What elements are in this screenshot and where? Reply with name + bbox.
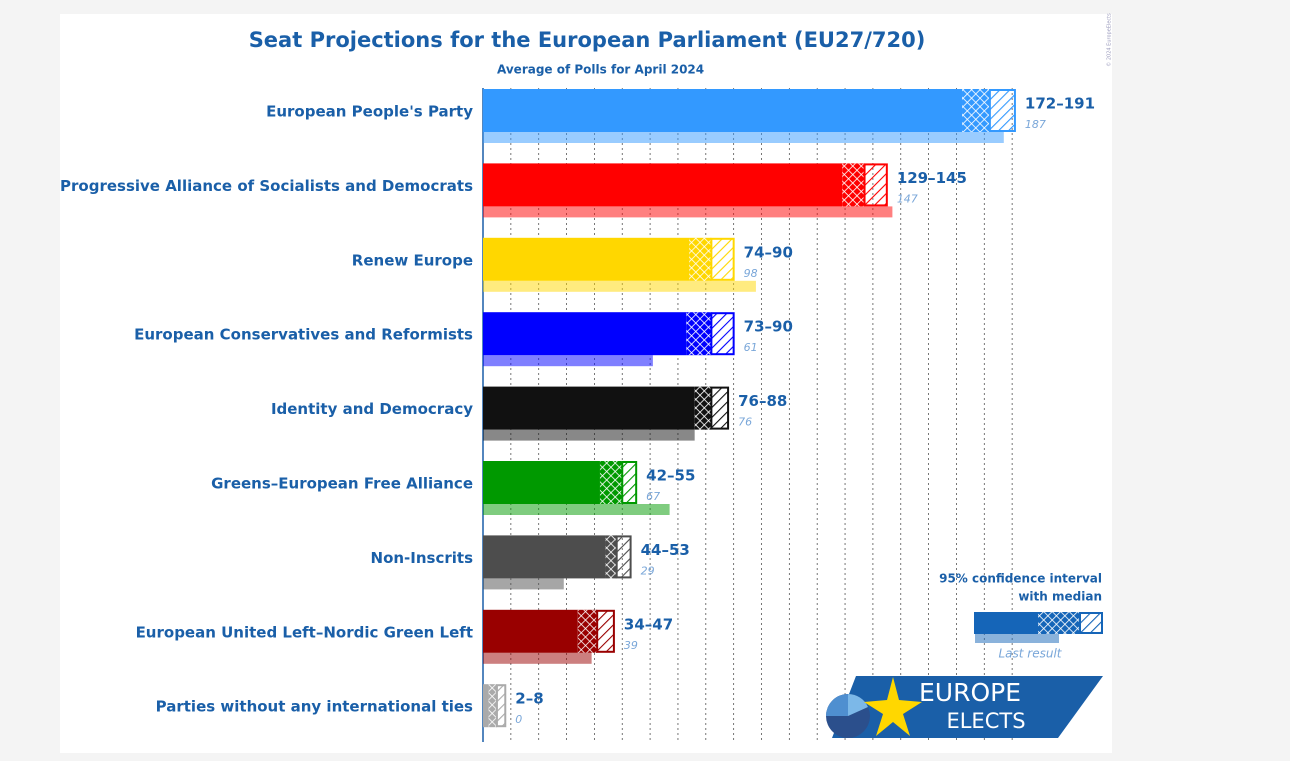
interval-median-hatch (488, 684, 497, 728)
interval-low-bar (483, 386, 695, 430)
legend-text: 95% confidence interval (939, 572, 1102, 586)
range-label: 74–90 (744, 243, 793, 261)
last-result-bar (483, 504, 670, 515)
category-label: Renew Europe (352, 251, 473, 269)
interval-high-part (596, 609, 615, 653)
chart-subtitle: Average of Polls for April 2024 (497, 63, 704, 77)
interval-median-hatch (577, 609, 598, 653)
category-label: Identity and Democracy (271, 400, 473, 418)
last-result-label: 61 (744, 341, 758, 354)
last-result-label: 39 (624, 639, 638, 652)
logo-star (864, 677, 922, 736)
interval-median-hatch (689, 237, 712, 281)
interval-high-part (988, 89, 1016, 132)
last-result-label: 147 (897, 192, 918, 205)
interval-median-hatch (599, 461, 623, 504)
logo-text: EUROPE (919, 678, 1021, 707)
interval-high-part (710, 312, 735, 356)
last-result-label: 29 (641, 564, 655, 577)
logo-text: ELECTS (946, 709, 1025, 733)
range-label: 76–88 (738, 392, 787, 410)
category-label: Progressive Alliance of Socialists and D… (60, 177, 473, 195)
last-result-bar (483, 132, 1004, 143)
interval-median-hatch (842, 163, 865, 207)
legend-last-swatch (975, 634, 1059, 643)
interval-median-hatch (605, 535, 617, 579)
interval-low-bar (483, 163, 843, 207)
legend-text: with median (1018, 590, 1102, 604)
legend: 95% confidence interval with median Last… (939, 572, 1103, 661)
interval-low-bar (483, 684, 489, 728)
interval-high-part (615, 535, 632, 579)
legend-swatch (1079, 612, 1103, 634)
range-label: 129–145 (897, 169, 967, 187)
last-result-label: 187 (1025, 118, 1046, 131)
interval-low-bar (483, 609, 578, 653)
last-result-label: 67 (646, 490, 660, 503)
category-label: European United Left–Nordic Green Left (136, 623, 473, 641)
interval-low-bar (483, 237, 690, 281)
range-label: 42–55 (646, 467, 695, 485)
logo-pie-slice (826, 694, 848, 716)
range-label: 2–8 (515, 690, 543, 708)
legend-swatch (1038, 612, 1080, 634)
last-result-label: 76 (738, 416, 752, 429)
last-result-bar (483, 429, 695, 441)
category-label: European People's Party (266, 103, 473, 121)
interval-median-hatch (686, 312, 712, 356)
interval-high-part (495, 684, 507, 728)
interval-high-part (863, 163, 888, 207)
interval-high-part (710, 386, 730, 430)
interval-high-part (710, 237, 735, 281)
interval-low-bar (483, 535, 606, 579)
last-result-bar (483, 355, 653, 367)
range-label: 34–47 (624, 615, 673, 633)
interval-low-bar (483, 89, 963, 132)
legend-swatch (974, 612, 1038, 634)
interval-median-hatch (694, 386, 712, 430)
range-label: 172–191 (1025, 95, 1095, 113)
interval-low-bar (483, 312, 687, 356)
chart-title: Seat Projections for the European Parlia… (249, 28, 926, 52)
last-result-bar (483, 578, 564, 590)
category-label: Greens–European Free Alliance (211, 475, 473, 493)
interval-high-part (621, 461, 638, 504)
category-label: Parties without any international ties (156, 698, 473, 716)
last-result-bar (483, 206, 893, 218)
copyright: © 2024 EuropeElects (1106, 13, 1113, 67)
logo-pie-slice (848, 694, 868, 716)
logo: EUROPE ELECTS (826, 676, 1103, 738)
range-label: 44–53 (641, 541, 690, 559)
last-result-label: 0 (515, 713, 522, 726)
category-label: Non-Inscrits (371, 549, 474, 567)
interval-median-hatch (962, 89, 990, 132)
last-result-bar (483, 652, 592, 664)
category-label: European Conservatives and Reformists (134, 326, 473, 344)
last-result-bar (483, 280, 756, 292)
last-result-label: 98 (744, 267, 758, 280)
interval-low-bar (483, 461, 600, 504)
bars: European People's Party 172–191 187 Progres… (60, 89, 1095, 728)
range-label: 73–90 (744, 318, 793, 336)
legend-last: Last result (998, 647, 1062, 661)
